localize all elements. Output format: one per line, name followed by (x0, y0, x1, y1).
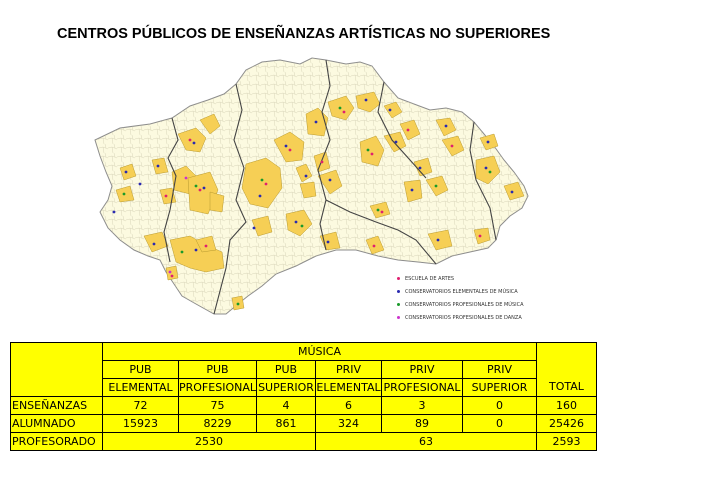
level-header: SUPERIOR (461, 378, 537, 397)
table-cell: 6 (314, 396, 382, 415)
level-header: PROFESIONAL (380, 378, 463, 397)
corner-cell (10, 342, 103, 361)
legend-marker-icon (397, 277, 400, 280)
andalusia-map (94, 57, 529, 315)
level-header: ELEMENTAL (102, 378, 179, 397)
legend-label: CONSERVATORIOS ELEMENTALES DE MÚSICA (405, 289, 518, 295)
legend-label: CONSERVATORIOS PROFESIONALES DE DANZA (405, 315, 522, 321)
legend-marker-icon (397, 303, 400, 306)
center-markers (112, 98, 514, 306)
table-cell: 0 (461, 396, 537, 415)
table-cell: 3 (380, 396, 463, 415)
table-cell: 4 (255, 396, 316, 415)
map-title: CENTROS PÚBLICOS DE ENSEÑANZAS ARTÍSTICA… (57, 26, 551, 42)
row-label: ENSEÑANZAS (10, 396, 103, 415)
type-header: PUB (255, 360, 316, 379)
type-header: PRIV (461, 360, 537, 379)
total-cell: 25426 (535, 414, 597, 433)
total-spacer (535, 342, 597, 379)
level-header: ELEMENTAL (314, 378, 382, 397)
group-header: MÚSICA (102, 342, 537, 361)
province-borders (163, 59, 497, 315)
legend-marker-icon (397, 316, 400, 319)
type-header: PUB (178, 360, 257, 379)
row-label: ALUMNADO (10, 414, 103, 433)
row-label: PROFESORADO (10, 432, 103, 451)
legend-label: CONSERVATORIOS PROFESIONALES DE MÚSICA (405, 302, 524, 308)
type-header: PRIV (314, 360, 382, 379)
type-header: PUB (102, 360, 179, 379)
table-cell: 89 (380, 414, 463, 433)
table-cell: 0 (461, 414, 537, 433)
total-cell: 2593 (535, 432, 597, 451)
corner-cell (10, 378, 103, 397)
table-cell: 324 (314, 414, 382, 433)
type-header: PRIV (380, 360, 463, 379)
table-cell: 8229 (178, 414, 257, 433)
summary-table: MÚSICA PUB PUB PUB PRIV PRIV PRIV ELEMEN… (10, 342, 597, 451)
table-cell: 15923 (102, 414, 179, 433)
private-teachers-cell: 63 (314, 432, 537, 451)
total-header: TOTAL (535, 378, 597, 397)
legend-marker-icon (397, 290, 400, 293)
public-teachers-cell: 2530 (102, 432, 316, 451)
table-cell: 75 (178, 396, 257, 415)
level-header: SUPERIOR (255, 378, 316, 397)
table-cell: 861 (255, 414, 316, 433)
level-header: PROFESIONAL (178, 378, 257, 397)
corner-cell (10, 360, 103, 379)
table-cell: 72 (102, 396, 179, 415)
total-cell: 160 (535, 396, 597, 415)
legend-label: ESCUELA DE ARTES (405, 276, 455, 282)
